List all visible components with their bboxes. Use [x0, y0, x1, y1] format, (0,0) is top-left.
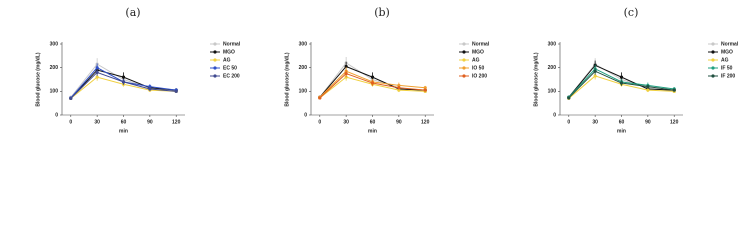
data-point: [174, 89, 178, 93]
data-point: [95, 66, 99, 70]
chart-title: (c): [624, 6, 639, 19]
data-point: [318, 96, 322, 100]
y-tick-label: 0: [304, 112, 307, 118]
y-tick-label: 200: [548, 65, 557, 71]
x-tick-label: 120: [670, 119, 679, 125]
y-tick-label: 300: [50, 41, 59, 47]
data-point: [69, 96, 73, 101]
legend-label: IF 200: [721, 73, 735, 79]
legend-marker: [213, 74, 217, 78]
data-point: [344, 64, 348, 69]
data-point: [121, 80, 126, 84]
x-tick-label: 30: [343, 119, 349, 125]
legend-marker: [462, 58, 466, 62]
legend-marker: [213, 42, 217, 46]
y-tick-label: 0: [55, 112, 58, 118]
y-tick-label: 100: [548, 89, 557, 95]
data-point: [95, 70, 99, 74]
data-point: [567, 96, 571, 100]
x-tick-label: 60: [121, 119, 127, 125]
data-point: [397, 83, 401, 88]
legend-label: IO 50: [472, 65, 484, 71]
legend-marker: [462, 50, 466, 54]
legend-label: IO 200: [472, 73, 487, 79]
legend-marker: [462, 74, 466, 78]
legend-label: EC 50: [223, 65, 237, 71]
data-point: [148, 87, 152, 91]
legend-label: IF 50: [721, 65, 733, 71]
data-point: [672, 88, 676, 92]
data-point: [619, 75, 624, 79]
x-tick-label: 0: [567, 119, 570, 125]
data-point: [423, 88, 427, 92]
x-tick-label: 30: [592, 119, 598, 125]
legend-label: AG: [721, 57, 729, 63]
x-tick-label: 90: [147, 119, 153, 125]
y-axis-label: Blood glucose (mg/dL): [284, 52, 290, 106]
data-point: [646, 88, 650, 92]
legend-label: MGO: [472, 49, 484, 55]
data-point: [95, 75, 99, 79]
data-point: [148, 85, 152, 89]
x-tick-label: 60: [370, 119, 376, 125]
legend-marker: [213, 66, 217, 70]
data-point: [370, 81, 375, 85]
y-tick-label: 0: [553, 112, 556, 118]
x-axis-label: min: [368, 128, 377, 134]
y-axis-label: Blood glucose (mg/dL): [35, 52, 41, 106]
data-point: [397, 88, 401, 92]
y-tick-label: 200: [299, 65, 308, 71]
legend-label: AG: [472, 57, 480, 63]
legend-marker: [462, 66, 466, 70]
x-axis-label: min: [119, 128, 128, 134]
x-tick-label: 90: [645, 119, 651, 125]
legend-marker: [711, 74, 715, 78]
x-axis-label: min: [617, 128, 626, 134]
legend-label: Normal: [472, 41, 490, 47]
legend-marker: [711, 66, 715, 70]
legend-marker: [711, 50, 715, 54]
legend-label: Normal: [223, 41, 241, 47]
legend-marker: [213, 58, 217, 62]
y-axis-label: Blood glucose (mg/dL): [533, 52, 539, 106]
y-tick-label: 200: [50, 65, 59, 71]
x-tick-label: 0: [318, 119, 321, 125]
legend-marker: [711, 42, 715, 46]
legend-label: EC 200: [223, 73, 240, 79]
data-point: [397, 86, 401, 90]
data-point: [121, 75, 126, 79]
legend-marker: [711, 58, 715, 62]
legend-label: MGO: [721, 49, 733, 55]
y-tick-label: 100: [50, 89, 59, 95]
legend-marker: [213, 50, 217, 54]
data-point: [344, 71, 348, 76]
chart-title: (a): [125, 6, 140, 19]
legend-label: MGO: [223, 49, 235, 55]
y-tick-label: 100: [299, 89, 308, 95]
y-tick-label: 300: [299, 41, 308, 47]
x-tick-label: 120: [421, 119, 430, 125]
legend-label: AG: [223, 57, 231, 63]
data-point: [593, 69, 597, 73]
data-point: [593, 74, 597, 78]
chart-title: (b): [374, 6, 390, 19]
legend-marker: [462, 42, 466, 46]
y-tick-label: 300: [548, 41, 557, 47]
x-tick-label: 90: [396, 119, 402, 125]
x-tick-label: 60: [619, 119, 625, 125]
data-point: [619, 81, 624, 85]
legend-label: Normal: [721, 41, 739, 47]
x-tick-label: 0: [69, 119, 72, 125]
x-tick-label: 30: [94, 119, 100, 125]
data-point: [423, 86, 427, 90]
data-point: [370, 75, 375, 79]
data-point: [646, 85, 650, 89]
x-tick-label: 120: [172, 119, 181, 125]
